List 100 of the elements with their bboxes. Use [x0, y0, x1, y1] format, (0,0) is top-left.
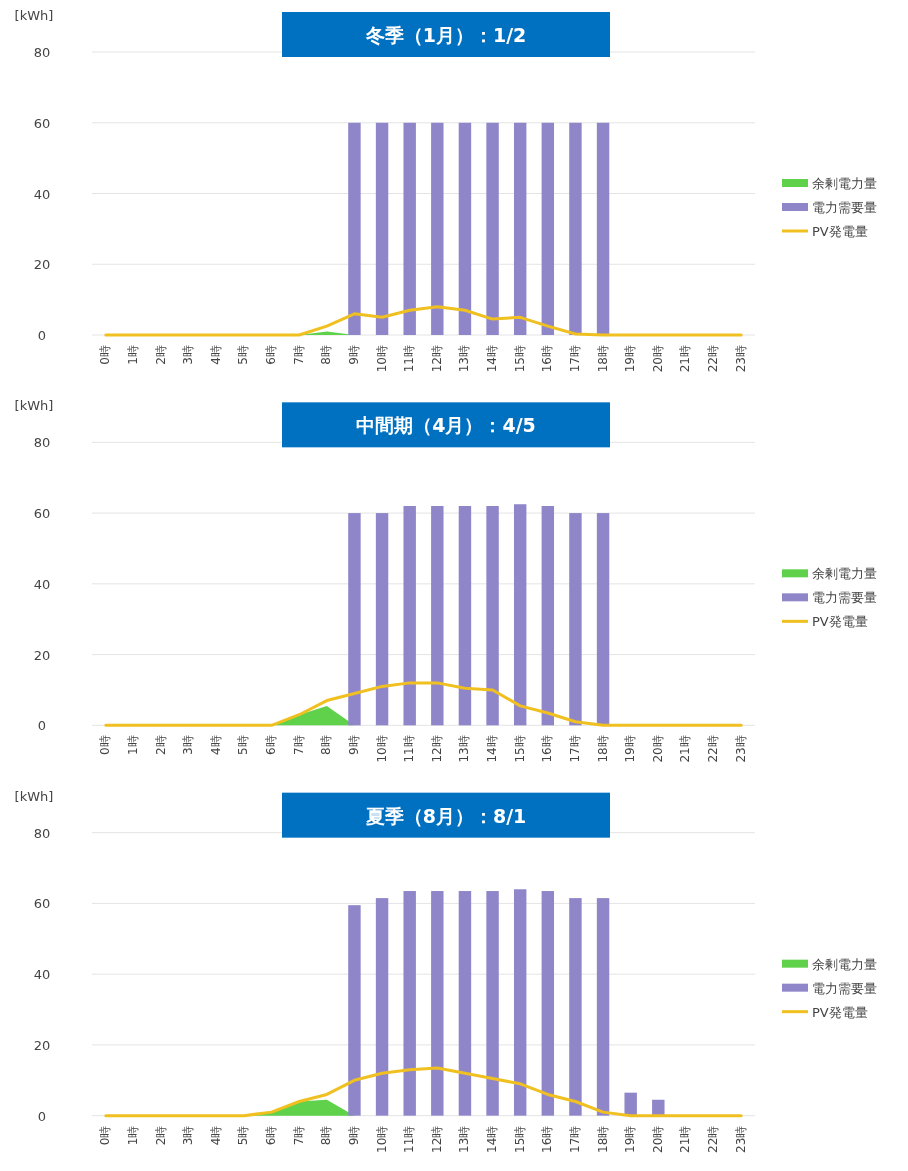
x-tick-label: 19時: [623, 1125, 638, 1153]
x-tick-label: 13時: [457, 735, 472, 763]
x-tick-label: 3時: [181, 735, 196, 755]
x-tick-label: 6時: [264, 1125, 279, 1146]
legend-label: 余剰電力量: [812, 176, 877, 191]
x-tick-label: 17時: [567, 1125, 582, 1153]
x-tick-label: 22時: [706, 345, 721, 373]
x-tick-label: 8時: [319, 735, 334, 755]
bar: [403, 506, 416, 726]
y-tick-label: 80: [33, 825, 51, 841]
y-tick-label: 20: [33, 257, 51, 273]
bar: [348, 513, 361, 726]
x-tick-label: 7時: [291, 1125, 306, 1146]
x-tick-label: 19時: [623, 345, 638, 373]
x-tick-label: 2時: [153, 345, 168, 365]
x-tick-label: 11時: [402, 735, 417, 763]
x-tick-label: 2時: [153, 735, 168, 755]
x-tick-label: 4時: [208, 345, 223, 365]
line-series: [104, 1066, 743, 1118]
x-tick-label: 0時: [98, 1125, 113, 1146]
x-tick-label: 18時: [595, 345, 610, 373]
bar: [541, 506, 555, 726]
picture-title-box: 冬季（1月）：1/2: [282, 12, 610, 57]
x-tick-label: 11時: [402, 1125, 417, 1153]
legend-label: 余剰電力量: [812, 956, 877, 972]
bar: [431, 506, 444, 726]
x-tick-label: 3時: [181, 1125, 196, 1146]
x-tick-label: 16時: [540, 345, 555, 373]
x-tick-label: 10時: [374, 345, 389, 373]
picture-title-box: 中間期（4月）：4/5: [282, 402, 610, 448]
x-tick-label: 13時: [457, 1125, 472, 1153]
x-tick-label: 15時: [512, 345, 527, 373]
x-tick-label: 11時: [402, 345, 417, 373]
x-tick-label: 1時: [125, 1125, 140, 1146]
y-tick-label: 80: [33, 45, 51, 60]
x-tick-label: 5時: [236, 1125, 251, 1146]
bar: [458, 891, 472, 1116]
bar: [569, 898, 582, 1116]
x-tick-label: 9時: [346, 345, 361, 365]
x-tick-label: 21時: [678, 345, 693, 373]
x-tick-label: 4時: [208, 1125, 223, 1146]
y-tick-label: 40: [33, 967, 51, 983]
bar: [375, 898, 389, 1116]
x-tick-label: 9時: [346, 735, 361, 755]
legend-label: 余剰電力量: [812, 566, 877, 582]
x-tick-label: 7時: [291, 345, 306, 365]
x-tick-label: 15時: [512, 1125, 527, 1153]
bar: [375, 513, 389, 726]
y-axis-title: [kWh]: [14, 398, 54, 414]
y-tick-label: 0: [37, 1108, 47, 1124]
chart-title: 冬季（1月）：1/2: [364, 24, 527, 46]
line-series: [104, 305, 743, 337]
bar: [596, 898, 610, 1116]
line-series: [104, 681, 743, 727]
legend-label: 電力需要量: [812, 980, 877, 996]
chart-title: 中間期（4月）：4/5: [356, 414, 536, 437]
y-tick-label: 60: [33, 506, 51, 522]
y-tick-label: 40: [33, 576, 51, 592]
picture-title-box: 夏季（8月）：8/1: [282, 792, 610, 838]
bar: [348, 905, 361, 1116]
x-tick-label: 2時: [153, 1125, 168, 1146]
x-tick-label: 5時: [236, 735, 251, 755]
x-tick-label: 3時: [181, 345, 196, 365]
y-tick-label: 60: [33, 115, 51, 131]
bar: [569, 513, 582, 726]
bar: [486, 891, 499, 1116]
x-tick-label: 1時: [125, 345, 140, 365]
x-tick-label: 10時: [374, 1125, 389, 1153]
x-tick-label: 12時: [429, 345, 444, 373]
x-tick-label: 22時: [706, 735, 721, 763]
x-tick-label: 4時: [208, 735, 223, 755]
bar: [596, 513, 610, 726]
x-tick-label: 23時: [733, 345, 748, 373]
y-tick-label: 60: [33, 896, 51, 912]
bar: [541, 891, 555, 1116]
x-tick-label: 18時: [595, 735, 610, 763]
legend-label: 電力需要量: [812, 200, 877, 215]
bar: [458, 506, 472, 726]
bar: [486, 506, 499, 726]
x-tick-label: 0時: [98, 345, 113, 365]
bar: [513, 889, 527, 1116]
x-tick-label: 0時: [98, 735, 113, 755]
bar: [403, 891, 416, 1116]
y-tick-label: 20: [33, 647, 51, 663]
x-tick-label: 15時: [512, 735, 527, 763]
x-tick-label: 8時: [319, 345, 334, 365]
y-tick-label: 20: [33, 1037, 51, 1053]
x-tick-label: 20時: [650, 735, 665, 763]
x-tick-label: 18時: [595, 1125, 610, 1153]
x-tick-label: 8時: [319, 1125, 334, 1146]
x-tick-label: 22時: [706, 1125, 721, 1153]
x-tick-label: 5時: [236, 345, 251, 365]
legend-label: PV発電量: [812, 1004, 868, 1020]
x-tick-label: 12時: [429, 1125, 444, 1153]
x-tick-label: 14時: [485, 735, 500, 763]
x-tick-label: 16時: [540, 1125, 555, 1153]
x-tick-label: 6時: [264, 735, 279, 755]
x-tick-label: 23時: [733, 735, 748, 763]
y-tick-label: 0: [37, 718, 47, 734]
x-tick-label: 1時: [125, 735, 140, 755]
